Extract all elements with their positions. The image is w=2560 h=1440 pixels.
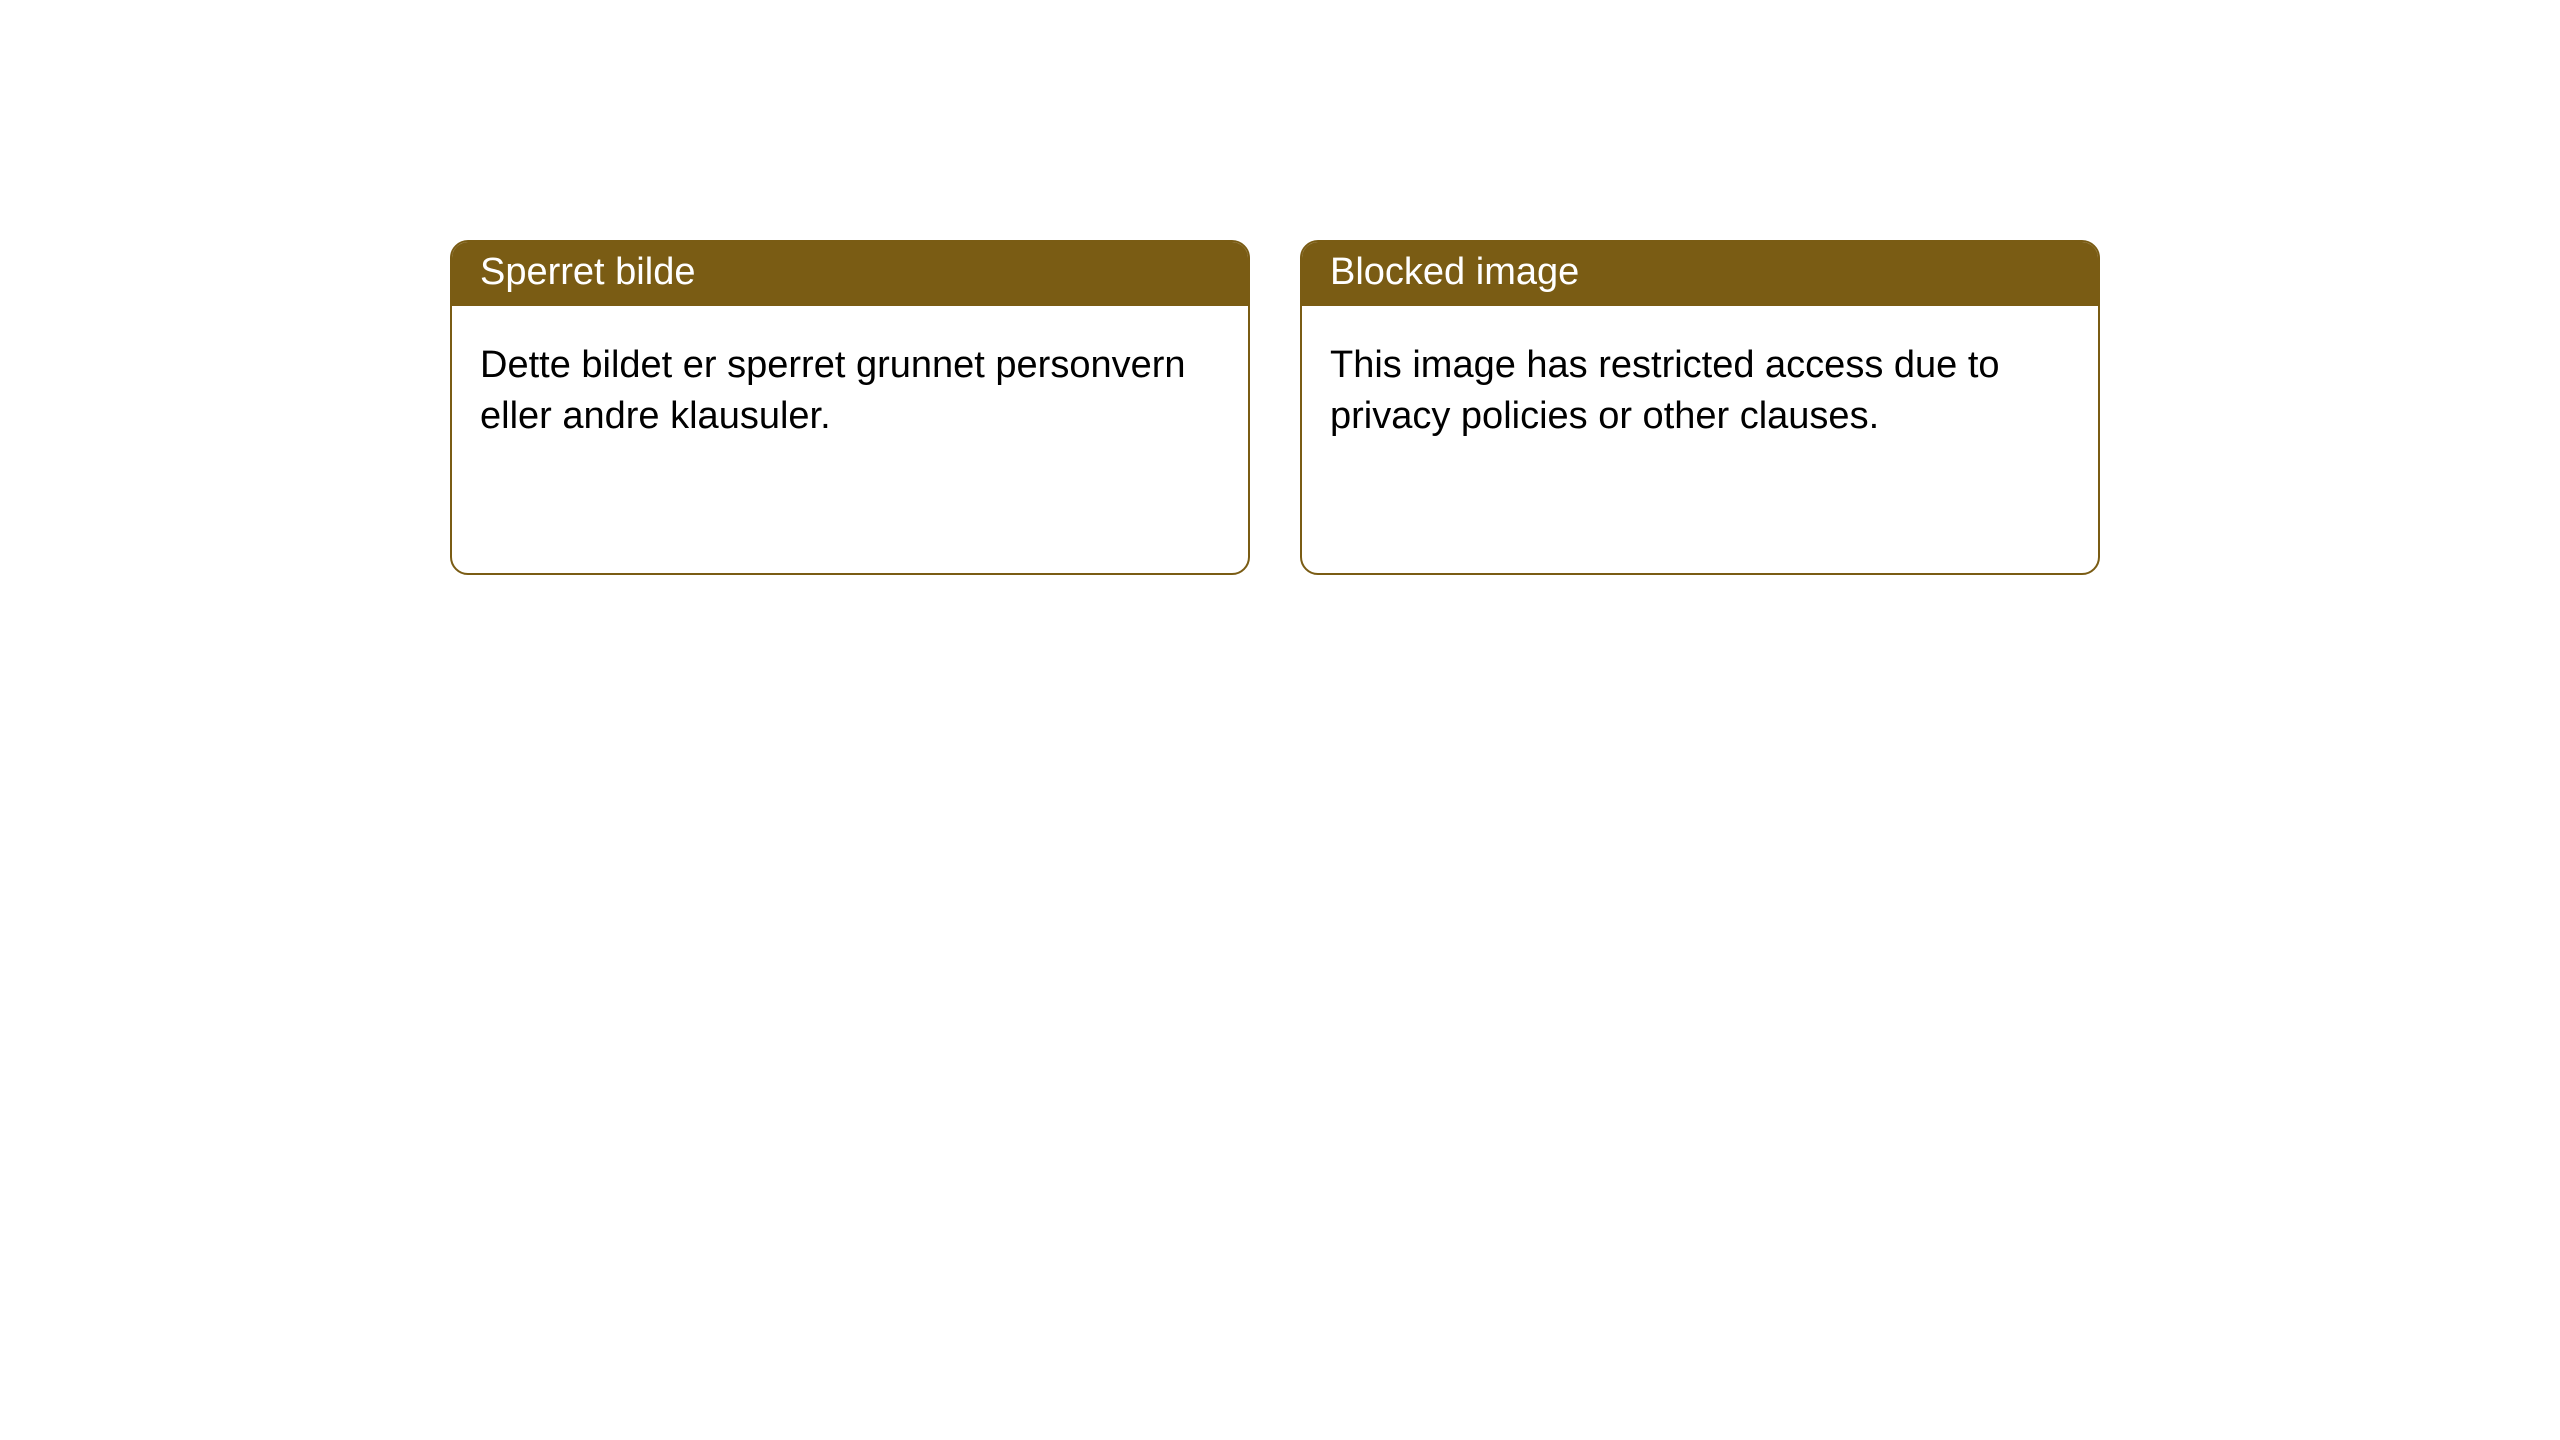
notice-card-body: Dette bildet er sperret grunnet personve…	[452, 306, 1248, 477]
notice-title: Blocked image	[1330, 251, 1579, 293]
notice-cards-container: Sperret bilde Dette bildet er sperret gr…	[0, 0, 2560, 575]
notice-card-body: This image has restricted access due to …	[1302, 306, 2098, 477]
notice-card-english: Blocked image This image has restricted …	[1300, 240, 2100, 575]
notice-card-header: Sperret bilde	[452, 242, 1248, 306]
notice-title: Sperret bilde	[480, 251, 695, 293]
notice-body-text: This image has restricted access due to …	[1330, 344, 2000, 437]
notice-card-norwegian: Sperret bilde Dette bildet er sperret gr…	[450, 240, 1250, 575]
notice-body-text: Dette bildet er sperret grunnet personve…	[480, 344, 1186, 437]
notice-card-header: Blocked image	[1302, 242, 2098, 306]
